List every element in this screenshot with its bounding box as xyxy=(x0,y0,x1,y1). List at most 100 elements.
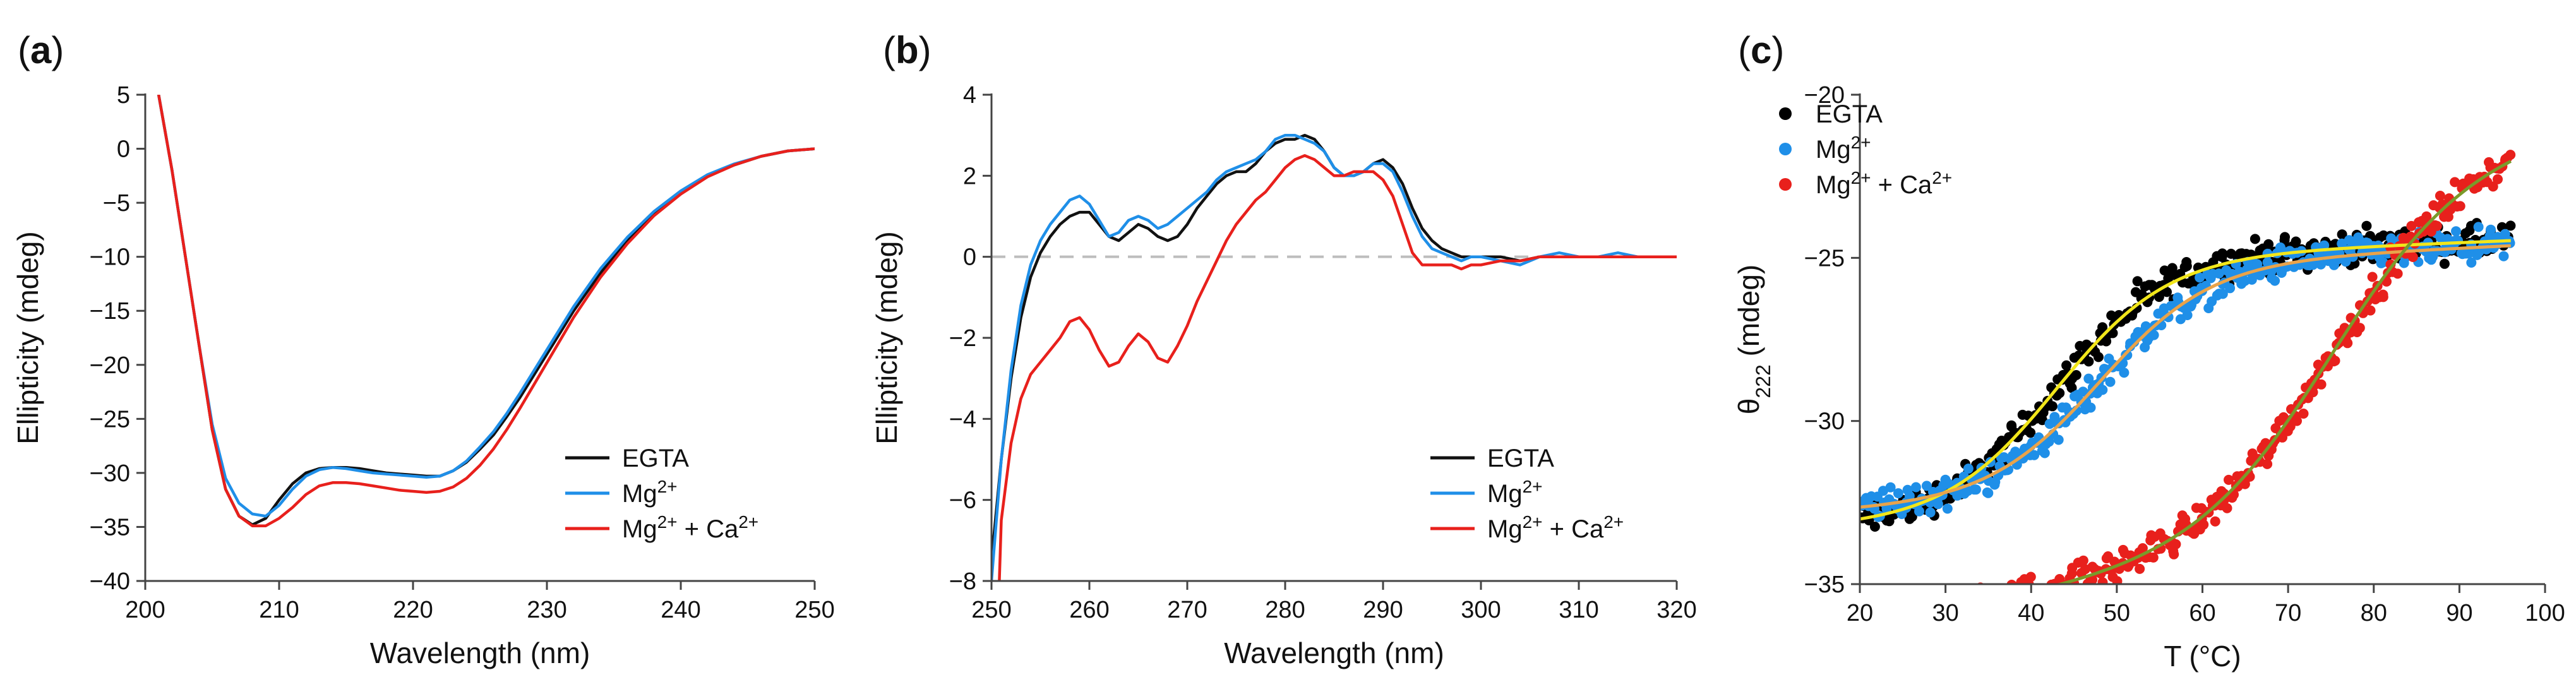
scatter-point xyxy=(2455,201,2465,212)
scatter-point xyxy=(1882,621,1892,631)
plot-area-b xyxy=(991,133,1677,581)
scatter-point xyxy=(2431,220,2442,231)
series-line-b-2 xyxy=(998,154,1677,581)
scatter-point xyxy=(1907,625,1917,635)
scatter-point xyxy=(2083,356,2094,367)
scatter-point xyxy=(2386,233,2397,244)
scatter-point xyxy=(1977,590,1987,601)
y-tick-label: −30 xyxy=(1804,409,1845,435)
scatter-point xyxy=(2250,234,2260,244)
series-line-a-1 xyxy=(157,95,815,518)
scatter-point xyxy=(2198,519,2209,530)
scatter-point xyxy=(2054,574,2065,584)
x-tick-label: 90 xyxy=(2446,600,2472,626)
scatter-point xyxy=(2037,588,2047,598)
scatter-point xyxy=(2263,239,2274,249)
scatter-point xyxy=(2020,585,2030,595)
scatter-point xyxy=(1879,605,1890,615)
panel-b-chart: (b) 250 260 270 280 290 300 310 320 4 2 0 −2 −4 −6 −8 Wa… xyxy=(870,29,1697,669)
y-tick-label: −6 xyxy=(949,488,976,514)
scatter-point xyxy=(1878,627,1888,637)
scatter-point xyxy=(1968,613,1979,623)
scatter-point xyxy=(2217,248,2227,259)
y-tick-label: −4 xyxy=(949,406,976,433)
plot-area-c xyxy=(1860,150,2516,638)
legend-label: Mg2+ + Ca2+ xyxy=(622,512,758,544)
scatter-point xyxy=(2342,338,2353,349)
x-tick-label: 40 xyxy=(2018,600,2044,626)
scatter-point xyxy=(1921,481,1932,491)
scatter-point xyxy=(2319,240,2330,251)
scatter-point xyxy=(1916,592,1926,602)
scatter-point xyxy=(2210,516,2220,527)
x-tick-label: 300 xyxy=(1461,597,1501,623)
scatter-point xyxy=(2112,576,2123,584)
fit-curve-c-2 xyxy=(2054,160,2512,584)
scatter-point xyxy=(2219,494,2229,505)
scatter-point xyxy=(2107,328,2118,338)
scatter-point xyxy=(1965,607,1975,618)
scatter-point xyxy=(2505,150,2516,160)
scatter-point xyxy=(2097,322,2108,333)
scatter-point xyxy=(1910,482,1921,493)
scatter-point xyxy=(2093,352,2104,362)
x-tick-label: 80 xyxy=(2361,600,2387,626)
y-tick-label: −5 xyxy=(103,190,130,217)
scatter-point xyxy=(1921,605,1931,615)
scatter-point xyxy=(2040,585,2051,595)
scatter-point xyxy=(1970,596,1980,606)
scatter-point xyxy=(1880,622,1890,632)
scatter-point xyxy=(2493,174,2503,184)
scatter-point xyxy=(2473,222,2484,232)
scatter-point xyxy=(2105,376,2116,387)
scatter-point xyxy=(2003,594,2013,604)
scatter-point xyxy=(2039,448,2050,458)
scatter-point xyxy=(2354,323,2365,333)
scatter-point xyxy=(1910,609,1920,619)
scatter-point xyxy=(2217,289,2228,299)
scatter-point xyxy=(1891,620,1901,630)
x-tick-label: 290 xyxy=(1363,597,1403,623)
panel-letter-b: (b) xyxy=(883,29,932,71)
scatter-point xyxy=(1917,613,1927,623)
scatter-point xyxy=(1899,622,1909,632)
y-tick-label: −35 xyxy=(90,514,130,541)
scatter-point xyxy=(2162,287,2172,297)
y-tick-label: −25 xyxy=(1804,245,1845,272)
scatter-point xyxy=(1963,464,1974,474)
scatter-point xyxy=(1919,608,1929,618)
y-tick-label: −15 xyxy=(90,298,130,325)
scatter-point xyxy=(2330,356,2340,366)
scatter-point xyxy=(2222,503,2232,513)
scatter-point xyxy=(2097,385,2108,395)
scatter-point xyxy=(2097,577,2108,584)
scatter-point xyxy=(2132,276,2143,287)
scatter-point xyxy=(1874,614,1884,625)
scatter-point xyxy=(1914,506,1924,517)
scatter-point xyxy=(2262,257,2273,268)
scatter-point xyxy=(2083,373,2094,384)
scatter-point xyxy=(2034,590,2044,600)
scatter-point xyxy=(1912,597,1922,607)
scatter-point xyxy=(2435,191,2445,201)
scatter-point xyxy=(2052,593,2063,603)
scatter-point xyxy=(2365,305,2376,316)
scatter-point xyxy=(2044,436,2054,447)
x-axis-title-a: Wavelength (nm) xyxy=(370,637,590,669)
series-line-b-0 xyxy=(991,133,1677,561)
x-tick-label: 250 xyxy=(794,597,834,623)
scatter-point xyxy=(2047,401,2058,412)
scatter-point xyxy=(1994,589,2004,599)
y-tick-label: −30 xyxy=(90,460,130,487)
scatter-point xyxy=(1884,628,1895,638)
scatter-point xyxy=(2075,588,2085,598)
y-tick-label: −20 xyxy=(90,352,130,379)
y-axis-title-c: θ222 (mdeg) xyxy=(1732,265,1775,414)
y-tick-label: −8 xyxy=(949,568,976,595)
fit-curve-c-0 xyxy=(1860,239,2511,521)
series-line-b-1 xyxy=(991,133,1677,581)
y-tick-label: 0 xyxy=(963,244,976,271)
scatter-point xyxy=(2181,257,2192,267)
scatter-point xyxy=(1973,592,1983,602)
legend-swatch xyxy=(1779,107,1792,120)
